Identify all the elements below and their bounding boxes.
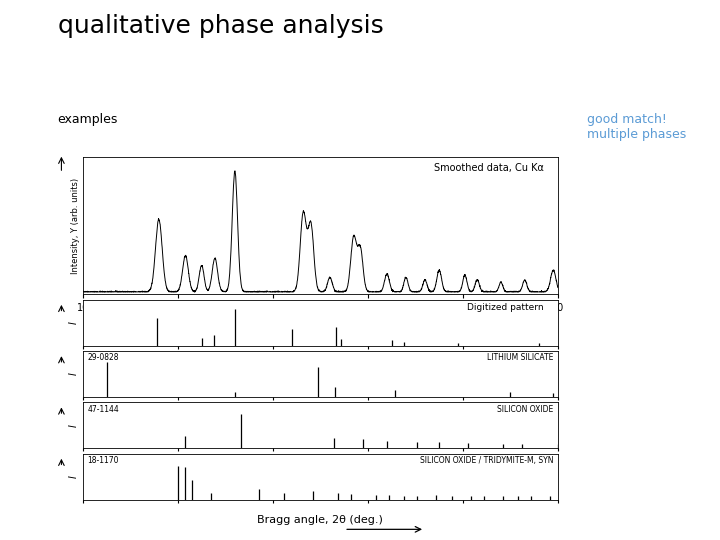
Y-axis label: Intensity, Y (arb. units): Intensity, Y (arb. units) [71,177,80,274]
Text: SILICON OXIDE: SILICON OXIDE [497,404,553,414]
Text: examples: examples [58,113,118,126]
Y-axis label: I: I [68,321,78,324]
Text: LITHIUM SILICATE: LITHIUM SILICATE [487,353,553,362]
Text: Bragg angle, 2θ (deg.): Bragg angle, 2θ (deg.) [258,515,383,525]
Text: 47-1144: 47-1144 [88,404,120,414]
Y-axis label: I: I [68,424,78,427]
Text: Smoothed data, Cu Kα: Smoothed data, Cu Kα [434,164,544,173]
Text: good match!
multiple phases: good match! multiple phases [587,113,686,141]
Text: 29-0828: 29-0828 [88,353,119,362]
Text: Digitized pattern: Digitized pattern [467,303,544,312]
Y-axis label: I: I [68,475,78,478]
Text: SILICON OXIDE / TRIDYMITE-M, SYN: SILICON OXIDE / TRIDYMITE-M, SYN [420,456,553,465]
Text: qualitative phase analysis: qualitative phase analysis [58,14,383,37]
Y-axis label: I: I [68,373,78,375]
Text: 18-1170: 18-1170 [88,456,119,465]
